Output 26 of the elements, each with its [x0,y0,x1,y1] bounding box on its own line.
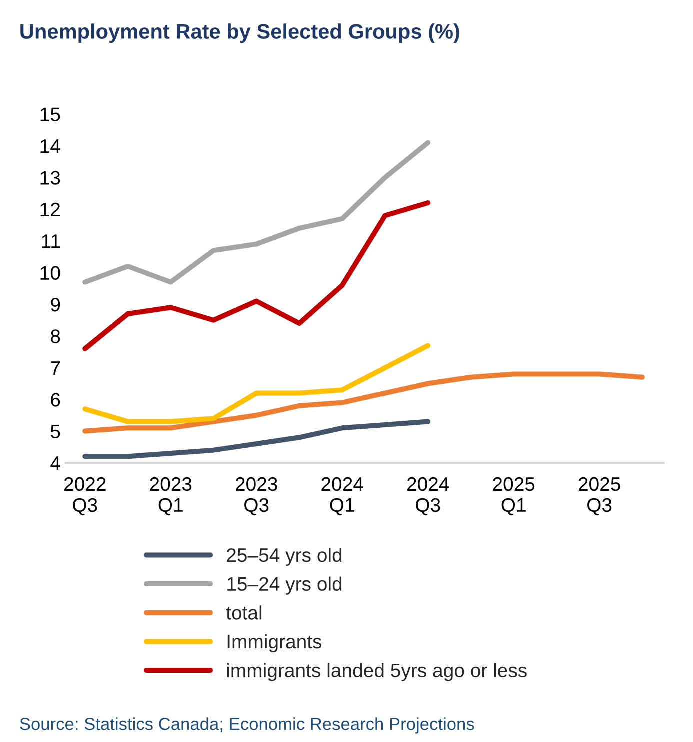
x-tick-label: 2025 Q1 [493,477,535,516]
x-tick-label: 2024 Q1 [322,477,364,516]
source-note: Source: Statistics Canada; Economic Research Projections [20,718,474,734]
x-tick-label: 2022 Q3 [64,477,106,516]
y-tick-label: 9 [51,298,60,312]
y-tick-label: 8 [51,330,60,344]
x-tick-label: 2023 Q1 [150,477,192,516]
y-tick-label: 4 [50,456,60,470]
x-tick-label: 2023 Q3 [236,477,278,516]
y-tick-label: 11 [42,234,60,248]
x-tick-label: 2025 Q3 [578,477,620,516]
y-tick-label: 10 [40,266,60,280]
x-tick-label: 2024 Q3 [407,477,450,516]
legend-label: 15–24 yrs old [228,576,342,595]
chart-title: Unemployment Rate by Selected Groups (%) [20,24,460,44]
y-tick-label: 14 [40,140,60,154]
y-tick-label: 12 [40,202,60,216]
legend-label: total [226,606,262,620]
y-tick-label: 6 [51,393,60,407]
legend-label: immigrants landed 5yrs ago or less [227,663,527,682]
y-tick-label: 15 [40,108,60,122]
y-tick-label: 13 [40,171,60,185]
y-tick-label: 5 [50,424,60,439]
legend-label: Immigrants [228,634,322,653]
y-tick-label: 7 [51,362,60,375]
legend-label: 25–54 yrs old [227,548,342,566]
